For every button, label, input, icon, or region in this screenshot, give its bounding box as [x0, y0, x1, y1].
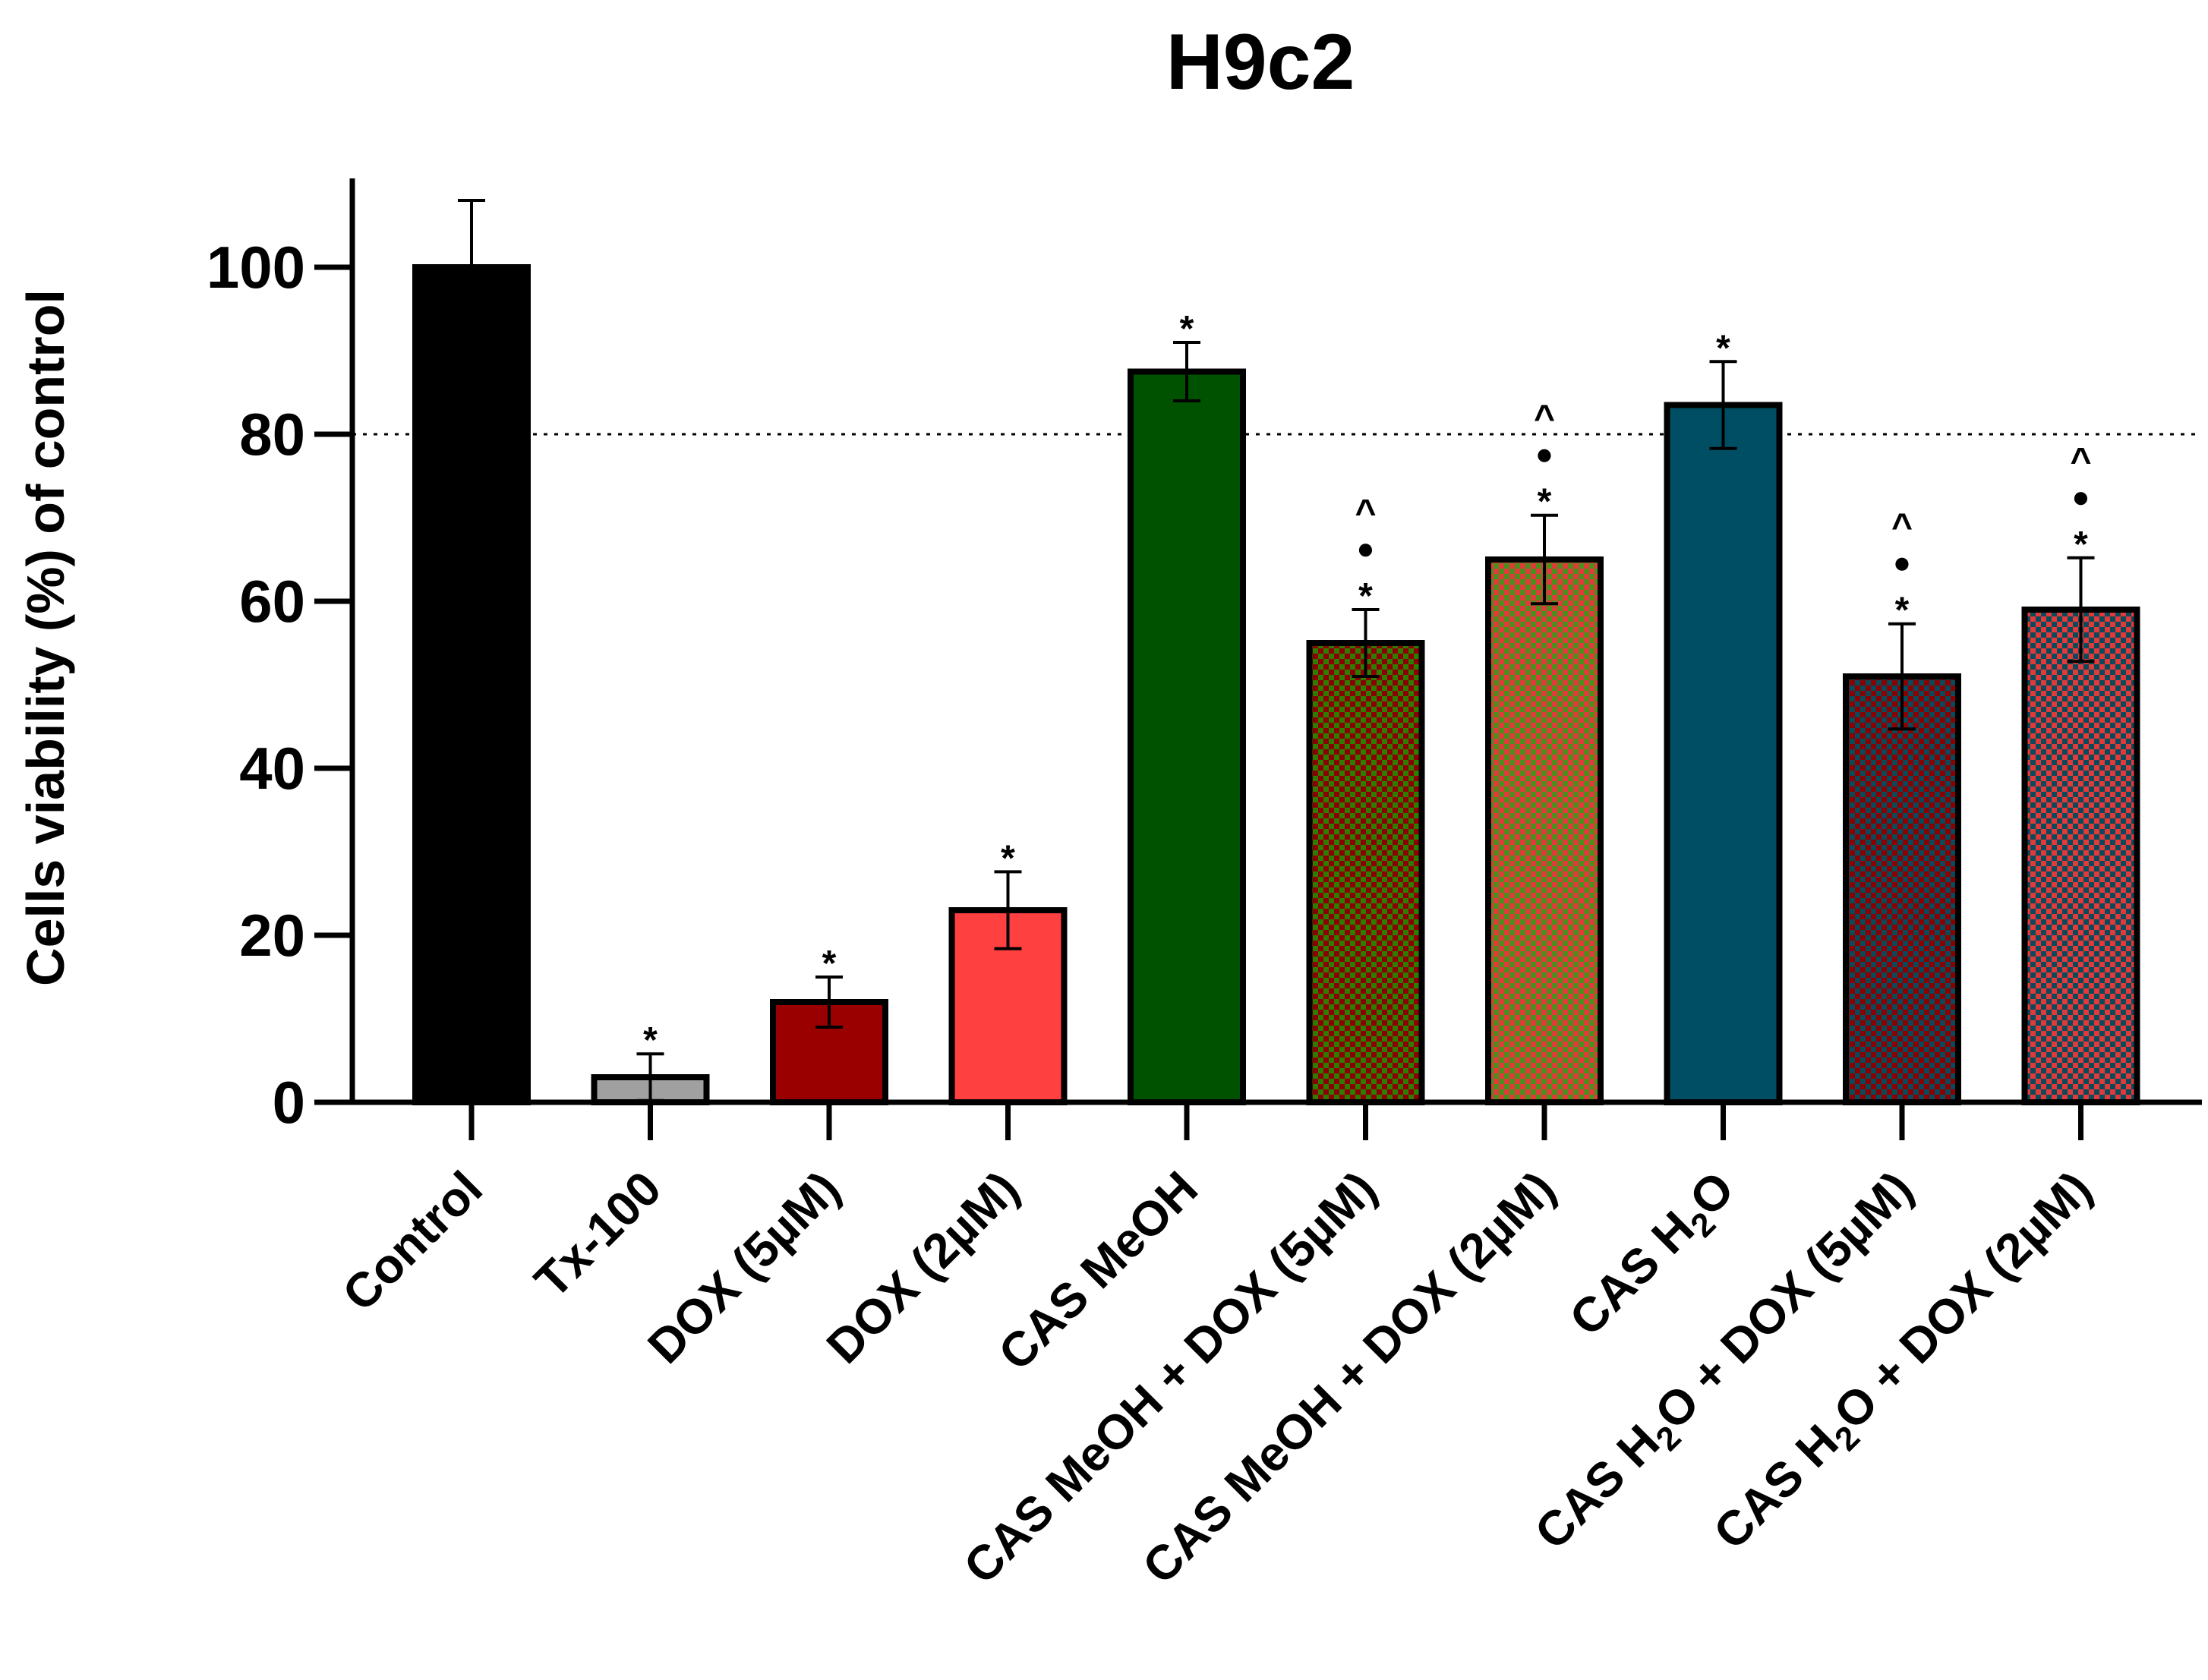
- bar: [1843, 673, 1961, 1105]
- bar: [2021, 607, 2140, 1105]
- significance-marker: *: [1895, 591, 1910, 631]
- significance-marker: ^: [1891, 507, 1913, 547]
- y-tick-label: 20: [239, 902, 305, 969]
- y-tick-label: 0: [273, 1069, 305, 1136]
- chart-title: H9c2: [1166, 18, 1355, 106]
- x-ticks: [468, 1102, 2083, 1140]
- bar: [412, 264, 531, 1105]
- y-tick-label: 80: [239, 401, 305, 468]
- bar: [1485, 556, 1604, 1105]
- x-tick-label: DOX (5µM): [637, 1161, 850, 1374]
- y-axis-label: Cells viability (%) of control: [16, 289, 75, 986]
- significance-marker: *: [822, 944, 837, 984]
- y-tick-label: 60: [239, 568, 305, 635]
- x-tick-label: CAS H2O + DOX (2µM): [1703, 1161, 2108, 1565]
- significance-marker: *: [2074, 525, 2088, 565]
- significance-markers: *****●^ *●^**●^ *●^: [643, 309, 2091, 1061]
- bar: [1664, 402, 1783, 1105]
- bar: [1306, 640, 1425, 1105]
- bars: [412, 264, 2140, 1105]
- y-tick-label: 40: [239, 735, 305, 802]
- significance-marker: *: [1538, 482, 1552, 522]
- significance-marker: *: [643, 1020, 658, 1061]
- x-tick-label: Tx-100: [524, 1161, 671, 1308]
- significance-marker: *: [1716, 328, 1730, 368]
- significance-marker: ^: [1355, 493, 1376, 533]
- significance-marker: *: [1358, 576, 1373, 616]
- bar: [1128, 368, 1246, 1105]
- y-tick-label: 100: [207, 234, 305, 301]
- x-tick-label: Control: [332, 1161, 493, 1322]
- significance-marker: ^: [1534, 399, 1555, 439]
- significance-marker: ●: [1893, 547, 1911, 580]
- significance-marker: ●: [1356, 532, 1374, 566]
- x-tick-label: CAS H2O: [1559, 1161, 1749, 1351]
- y-ticks: 0 20 40 60 80 100: [207, 234, 352, 1136]
- significance-marker: *: [1180, 309, 1194, 349]
- significance-marker: ●: [2071, 481, 2090, 514]
- significance-marker: *: [1001, 838, 1015, 878]
- significance-marker: ●: [1535, 438, 1553, 471]
- significance-marker: ^: [2070, 441, 2091, 481]
